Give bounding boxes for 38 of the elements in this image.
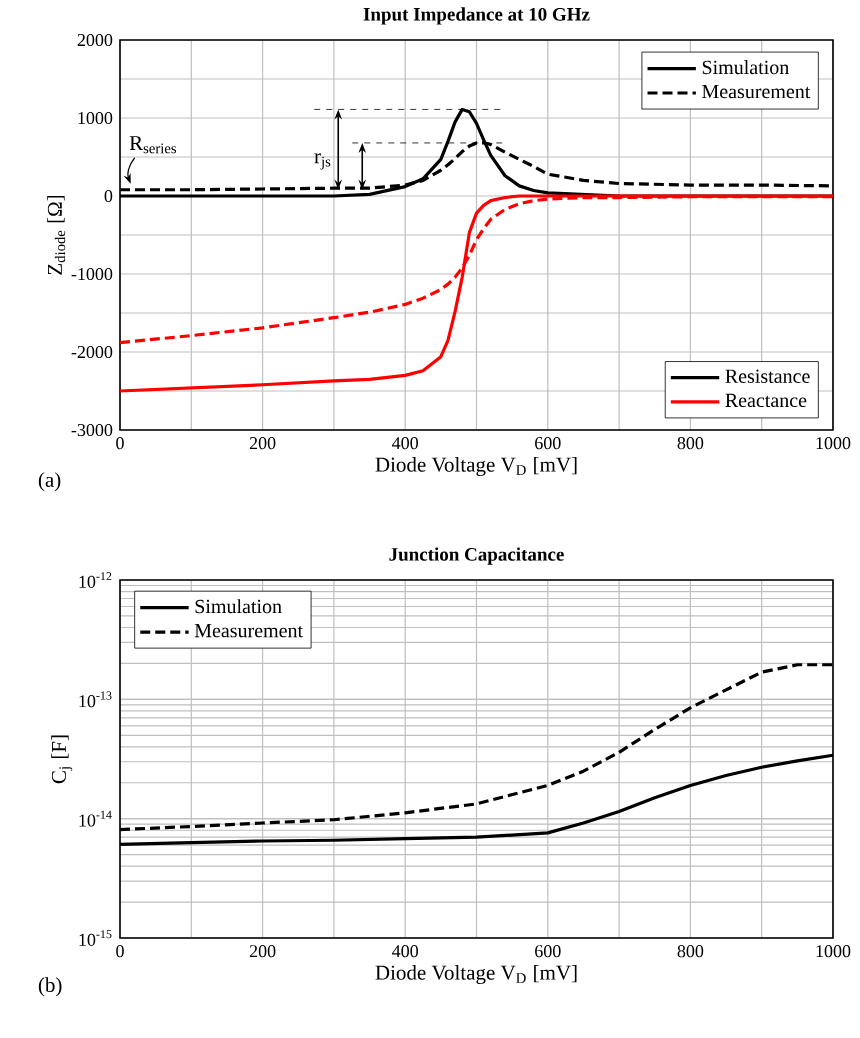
annotation: R$_{series}$ bbox=[129, 136, 177, 154]
ref-line-label: r$_{js}$ bbox=[314, 153, 331, 170]
y-axis-title: Z$_{diode}$ [Ω] bbox=[47, 195, 66, 275]
chart-title: Junction Capacitance bbox=[389, 547, 564, 565]
legend-label: Reactance bbox=[725, 393, 807, 408]
y-tick-label: 10$^{-12}$ bbox=[79, 572, 112, 588]
x-tick-label: 1000 bbox=[816, 945, 851, 958]
x-tick-label: 200 bbox=[249, 945, 276, 958]
x-tick-label: 400 bbox=[392, 437, 419, 450]
legend-label: Measurement bbox=[702, 84, 811, 99]
legend-label: Simulation bbox=[195, 599, 282, 614]
x-tick-label: 0 bbox=[116, 945, 124, 958]
x-tick-label: 600 bbox=[535, 437, 561, 450]
y-tick-label: -2000 bbox=[71, 345, 113, 359]
legend-label: Simulation bbox=[702, 60, 789, 75]
y-tick-label: 10$^{-14}$ bbox=[79, 810, 112, 827]
x-tick-label: 0 bbox=[116, 437, 124, 450]
legend-label: Measurement bbox=[194, 624, 303, 638]
y-tick-label: 2000 bbox=[77, 33, 113, 47]
chart-title: Input Impedance at 10 GHz bbox=[363, 7, 590, 25]
y-tick-label: 10$^{-15}$ bbox=[79, 930, 112, 946]
annotation: Resistance bbox=[725, 369, 810, 383]
x-tick-label: 200 bbox=[249, 437, 276, 450]
text: (a) bbox=[38, 472, 61, 492]
y-tick-label: -3000 bbox=[71, 423, 113, 437]
x-tick-label: 800 bbox=[677, 437, 704, 450]
y-tick-label: 10$^{-13}$ bbox=[79, 691, 112, 708]
x-axis-title: Diode Voltage V$_{D}$ [mV] bbox=[375, 456, 577, 477]
y-tick-label: 0 bbox=[104, 189, 113, 203]
x-axis-title: Diode Voltage V$_{D}$ [mV] bbox=[375, 964, 577, 985]
y-tick-label: 1000 bbox=[78, 111, 113, 125]
x-tick-label: 600 bbox=[535, 945, 561, 958]
y-tick-label: -1000 bbox=[71, 267, 113, 281]
x-tick-label: 400 bbox=[392, 945, 419, 958]
x-tick-label: 800 bbox=[677, 945, 704, 958]
text: (b) bbox=[38, 977, 62, 997]
y-axis-title: C$_{j}$ [F] bbox=[51, 735, 73, 784]
x-tick-label: 1000 bbox=[816, 437, 851, 450]
